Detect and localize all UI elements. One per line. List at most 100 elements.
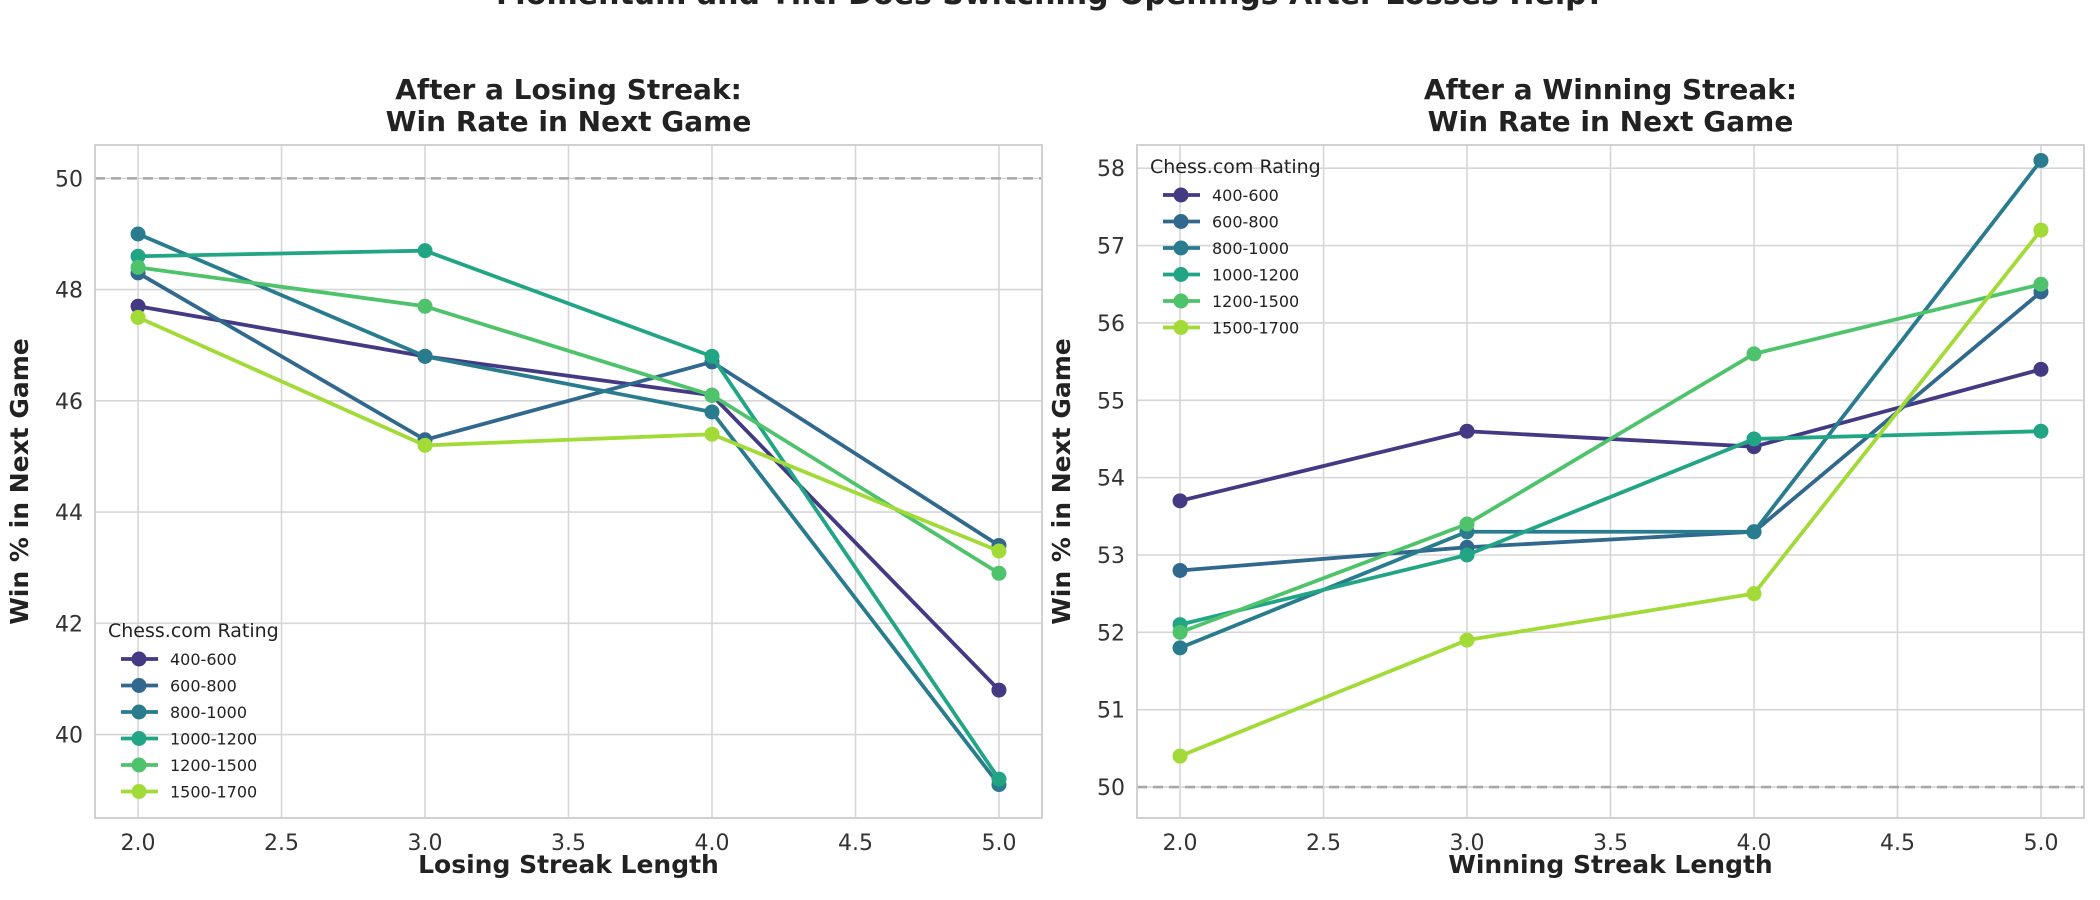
legend-label-600-800: 600-800 — [170, 677, 237, 696]
x-tick-label: 2.5 — [1306, 831, 1341, 856]
chart-title-line: Win Rate in Next Game — [1428, 105, 1794, 138]
plot-frame — [1136, 144, 2085, 819]
series-line-1000-1200 — [1178, 429, 2043, 627]
y-tick-label: 44 — [55, 501, 83, 526]
data-point-1200-1500 — [1172, 624, 1188, 640]
legend-label-400-600: 400-600 — [170, 650, 237, 669]
legend-label-1200-1500: 1200-1500 — [1212, 292, 1299, 311]
x-tick-label: 3.5 — [1593, 831, 1628, 856]
data-point-1200-1500 — [991, 565, 1007, 581]
legend-marker-1200-1500 — [131, 757, 147, 773]
data-point-800-1000 — [417, 348, 433, 364]
y-axis-label: Win % in Next Game — [1047, 338, 1076, 625]
data-point-1000-1200 — [417, 243, 433, 259]
legend-marker-1500-1700 — [1173, 320, 1189, 335]
legend-marker-1500-1700 — [131, 784, 147, 799]
legend-label-800-1000: 800-1000 — [170, 703, 247, 722]
losing-streak-panel: 2.0 2.5 3.0 3.5 4.0 4.5 5.0 40 42 44 46 48 50 After a… — [5, 73, 1043, 879]
y-tick-label: 53 — [1097, 544, 1125, 569]
data-point-1500-1700 — [991, 543, 1007, 559]
legend-label-1200-1500: 1200-1500 — [170, 756, 257, 775]
data-point-1000-1200 — [2033, 423, 2049, 439]
data-point-400-600 — [1459, 423, 1475, 439]
data-point-1000-1200 — [1746, 431, 1762, 447]
legend-label-400-600: 400-600 — [1212, 186, 1279, 205]
y-axis-label: Win % in Next Game — [5, 338, 34, 625]
chart-title-line: Win Rate in Next Game — [386, 105, 752, 138]
x-tick-label: 2.0 — [1163, 831, 1198, 856]
data-point-800-1000 — [2033, 152, 2049, 168]
legend-marker-1000-1200 — [131, 731, 147, 746]
series-line-1500-1700 — [136, 315, 1001, 553]
data-point-600-800 — [1172, 562, 1188, 578]
data-point-400-600 — [991, 682, 1007, 698]
y-tick-label: 40 — [55, 724, 83, 749]
y-tick-label: 50 — [1097, 776, 1125, 801]
x-axis-label: Winning Streak Length — [1448, 850, 1772, 879]
data-point-1500-1700 — [704, 426, 720, 442]
y-tick-label: 42 — [55, 612, 83, 637]
x-tick-label: 4.0 — [694, 831, 729, 856]
data-point-1200-1500 — [704, 387, 720, 403]
plot-frame — [94, 144, 1043, 819]
y-tick-label: 54 — [1097, 467, 1125, 492]
y-tick-label: 56 — [1097, 312, 1125, 337]
data-point-800-1000 — [1746, 524, 1762, 540]
legend: Chess.com Rating 400-600 600-800 800-1000 10… — [108, 620, 279, 802]
x-tick-label: 4.5 — [838, 831, 873, 856]
data-point-1000-1200 — [1459, 547, 1475, 563]
legend-marker-800-1000 — [1173, 240, 1189, 256]
y-tick-label: 58 — [1097, 157, 1125, 182]
chart-title-line: After a Winning Streak: — [1424, 73, 1797, 106]
data-point-1500-1700 — [1172, 748, 1188, 764]
data-point-800-1000 — [130, 226, 146, 242]
y-tick-label: 46 — [55, 390, 83, 415]
x-axis-label: Losing Streak Length — [418, 850, 719, 879]
data-point-1000-1200 — [704, 348, 720, 364]
legend-marker-1000-1200 — [1173, 267, 1189, 282]
x-tick-label: 5.0 — [2023, 831, 2058, 856]
series-line-1500-1700 — [1178, 228, 2043, 759]
data-point-1500-1700 — [1459, 632, 1475, 648]
legend-marker-600-800 — [1173, 214, 1189, 229]
data-point-1200-1500 — [1459, 516, 1475, 532]
series-line-1200-1500 — [136, 265, 1001, 576]
chart-title-line: After a Losing Streak: — [395, 73, 742, 106]
data-point-1200-1500 — [2033, 276, 2049, 292]
x-tick-label: 2.0 — [121, 831, 156, 856]
data-point-1200-1500 — [130, 259, 146, 275]
winning-streak-panel: 2.0 2.5 3.0 3.5 4.0 4.5 5.0 50 51 52 53 54 55 56 57 58 A… — [1047, 73, 2085, 879]
y-tick-label: 51 — [1097, 699, 1125, 724]
data-point-1500-1700 — [1746, 586, 1762, 602]
data-point-1000-1200 — [991, 771, 1007, 787]
legend-title: Chess.com Rating — [1150, 156, 1321, 178]
legend-label-1000-1200: 1000-1200 — [170, 730, 257, 749]
data-point-1000-1200 — [130, 248, 146, 264]
data-point-1500-1700 — [417, 437, 433, 453]
legend-label-800-1000: 800-1000 — [1212, 239, 1289, 258]
data-point-400-600 — [2033, 361, 2049, 377]
x-tick-label: 5.0 — [981, 831, 1016, 856]
data-point-1200-1500 — [1746, 346, 1762, 362]
legend-marker-400-600 — [1173, 187, 1189, 203]
y-tick-label: 55 — [1097, 389, 1125, 414]
legend-marker-1200-1500 — [1173, 293, 1189, 309]
data-point-400-600 — [1172, 493, 1188, 509]
series-line-1200-1500 — [1178, 282, 2043, 635]
y-tick-label: 57 — [1097, 235, 1125, 260]
legend-label-600-800: 600-800 — [1212, 213, 1279, 232]
legend-label-1500-1700: 1500-1700 — [1212, 319, 1299, 338]
legend-title: Chess.com Rating — [108, 620, 279, 642]
legend: Chess.com Rating 400-600 600-800 800-1000 10… — [1150, 156, 1321, 338]
data-point-400-600 — [130, 298, 146, 314]
x-tick-label: 4.5 — [1880, 831, 1915, 856]
series-line-1000-1200 — [136, 248, 1001, 781]
x-tick-label: 2.5 — [264, 831, 299, 856]
series-line-600-800 — [136, 271, 1001, 548]
data-point-800-1000 — [704, 404, 720, 420]
y-tick-label: 48 — [55, 279, 83, 304]
x-tick-label: 4.0 — [1736, 831, 1771, 856]
figure-suptitle: Momentum and Tilt: Does Switching Openin… — [496, 0, 1604, 12]
